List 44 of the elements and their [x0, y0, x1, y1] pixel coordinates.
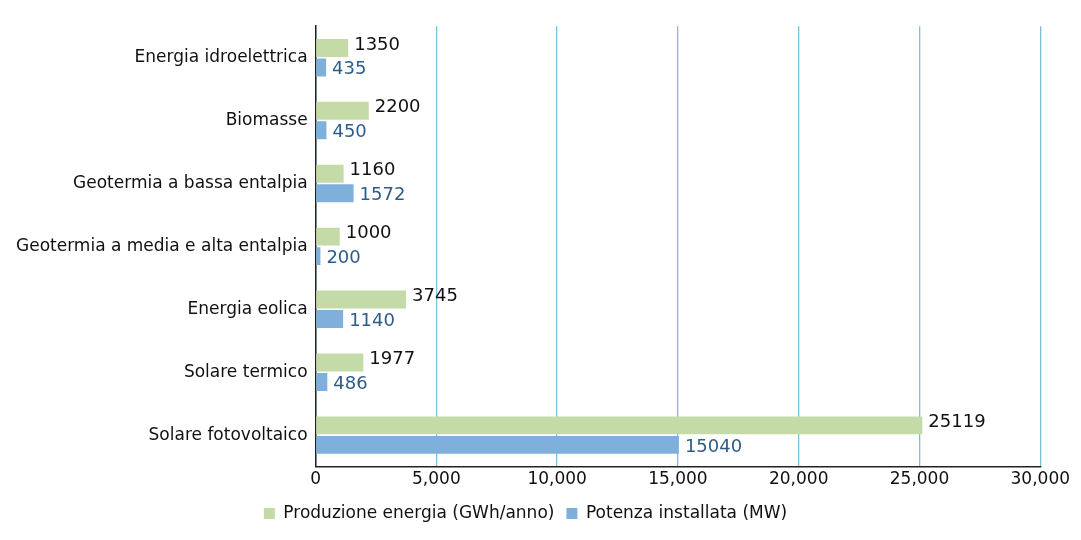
- x-tick-label: 5,000: [412, 468, 461, 489]
- x-tick-label: 15,000: [648, 468, 708, 489]
- bar: [316, 164, 344, 183]
- data-label: 1350: [354, 32, 401, 54]
- data-label: 3745: [412, 284, 458, 306]
- bar: [316, 290, 407, 309]
- y-tick-label: Energia idroelettrica: [134, 46, 308, 67]
- bar: [316, 121, 327, 140]
- bar: [316, 310, 344, 329]
- data-label: 435: [332, 57, 367, 79]
- data-label: 2200: [374, 95, 421, 117]
- data-label: 1000: [345, 221, 392, 243]
- bar: [316, 184, 354, 203]
- data-label: 486: [333, 371, 368, 393]
- bar: [316, 353, 364, 372]
- bar: [316, 373, 328, 391]
- bar: [316, 247, 321, 266]
- bar: [316, 227, 340, 246]
- x-tick-label: 30,000: [1010, 468, 1070, 489]
- x-tick-label: 10,000: [527, 468, 587, 489]
- x-tick-label: 20,000: [768, 468, 829, 489]
- data-label: 25119: [928, 410, 986, 432]
- x-tick-label: 0: [310, 468, 321, 489]
- legend-label: Produzione energia (GWh/anno): [283, 501, 555, 522]
- bar: [316, 435, 679, 454]
- y-tick-label: Solare fotovoltaico: [148, 423, 308, 444]
- y-tick-label: Geotermia a media e alta entalpia: [16, 234, 308, 255]
- data-label: 200: [326, 245, 361, 267]
- data-label: 450: [332, 120, 367, 141]
- data-label: 15040: [684, 434, 743, 456]
- data-label: 1977: [369, 347, 416, 369]
- data-label: 1160: [349, 158, 396, 180]
- bar: [316, 101, 369, 120]
- y-tick-label: Biomasse: [225, 108, 308, 129]
- bar: [316, 416, 923, 435]
- y-tick-label: Solare termico: [183, 360, 308, 381]
- bar: [316, 58, 327, 77]
- data-label: 1572: [359, 182, 406, 204]
- data-label: 1140: [349, 308, 395, 330]
- legend-label: Potenza installata (MW): [585, 501, 788, 522]
- x-tick-label: 25,000: [889, 468, 950, 489]
- bar: [316, 38, 349, 57]
- y-tick-label: Energia eolica: [187, 297, 308, 318]
- y-tick-label: Geotermia a bassa entalpia: [73, 171, 308, 192]
